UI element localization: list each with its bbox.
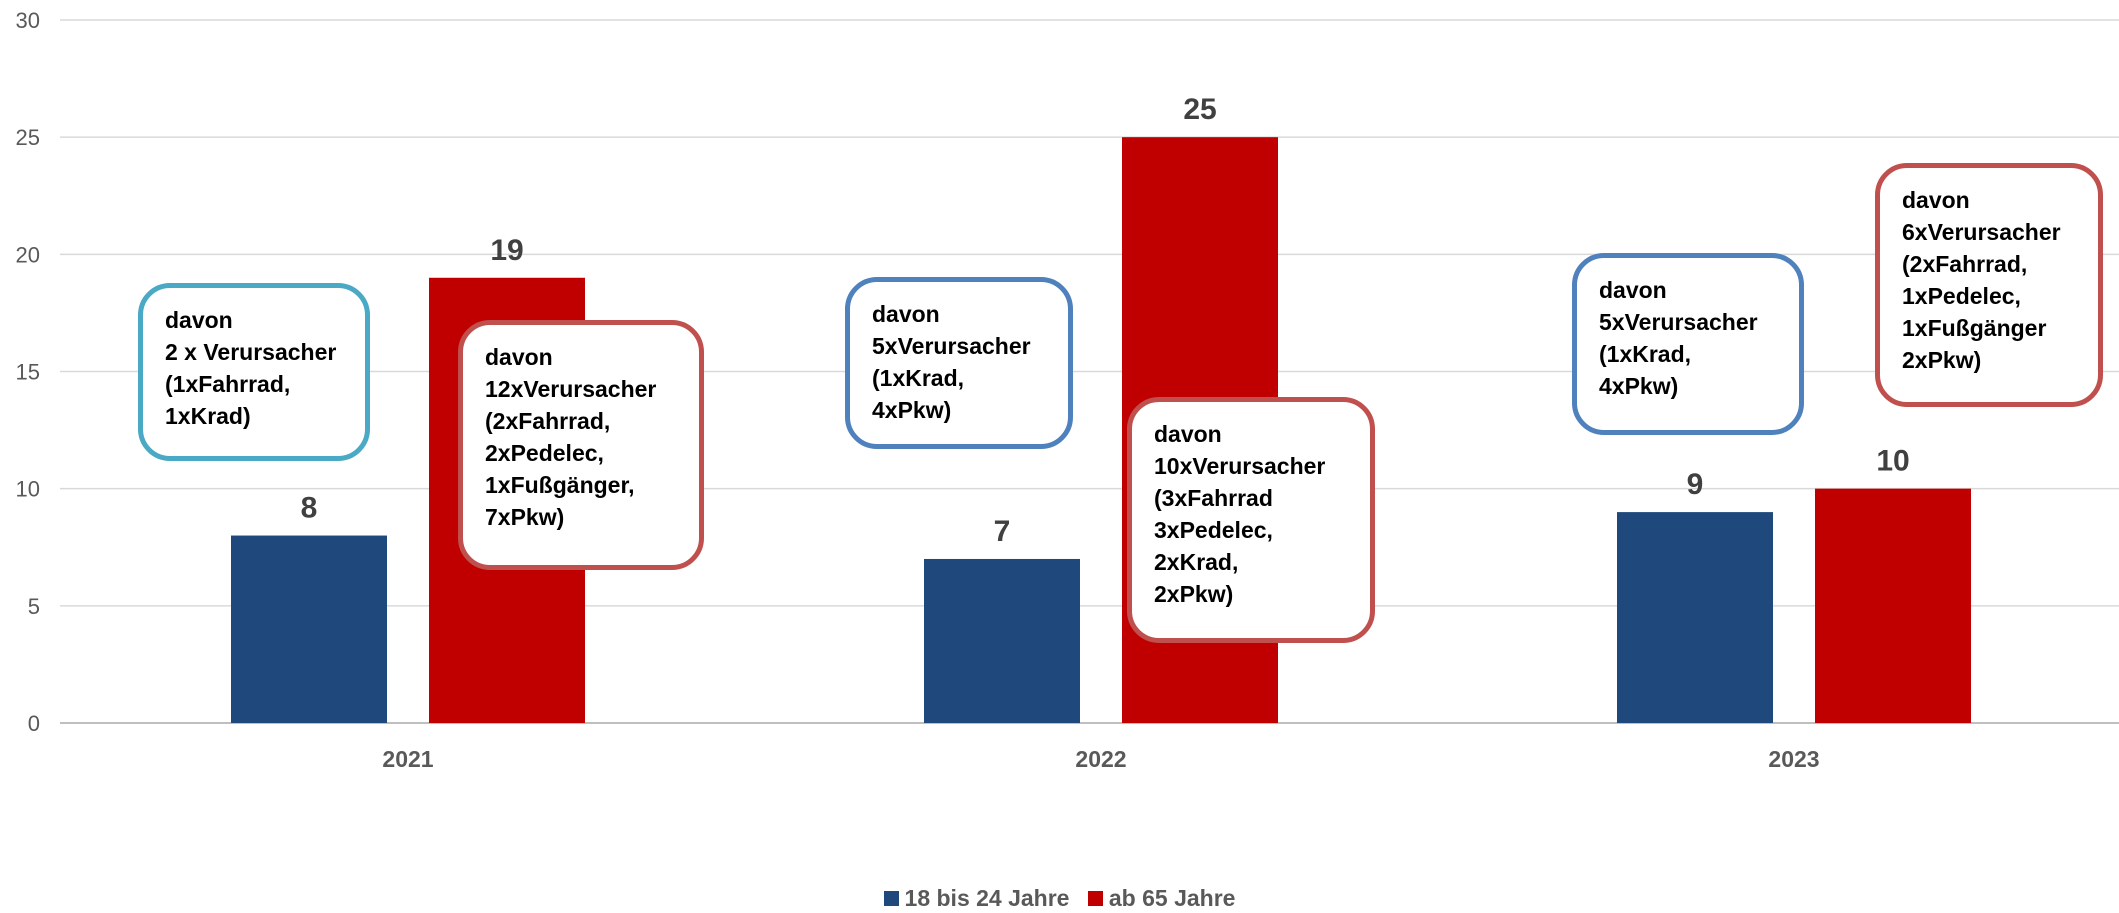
data-label-2021-series-0: 8	[301, 492, 318, 525]
bar-2022-series-0	[924, 558, 1080, 723]
annotation-line: 2xKrad,	[1154, 549, 1239, 575]
annotation-line: davon	[1154, 421, 1222, 447]
annotation-line: (1xKrad,	[1599, 341, 1692, 367]
y-tick-label: 30	[16, 8, 40, 33]
annotation-line: 7xPkw)	[485, 504, 565, 530]
annotation-line: 2 x Verursacher	[165, 339, 337, 365]
annotation-line: 1xPedelec,	[1902, 283, 2021, 309]
legend-swatch-18-24	[883, 891, 899, 906]
annotation-callout: davon 10xVerursacher (3xFahrrad 3xPedelec, 2…	[1127, 397, 1375, 643]
annotation-line: 5xVerursacher	[1599, 309, 1758, 335]
annotation-line: 6xVerursacher	[1902, 219, 2061, 245]
annotation-line: (1xFahrrad,	[165, 371, 291, 397]
annotation-line: 1xFußgänger,	[485, 472, 635, 498]
annotation-callout: davon 6xVerursacher (2xFahrrad, 1xPedelec, 1…	[1875, 163, 2103, 407]
x-tick-label-2023: 2023	[1768, 746, 1819, 772]
data-label-2023-series-0: 9	[1687, 468, 1704, 501]
annotation-line: 2xPedelec,	[485, 440, 604, 466]
x-tick-label-2021: 2021	[382, 746, 433, 772]
annotation-line: (2xFahrrad,	[485, 408, 611, 434]
bar-2023-series-1	[1815, 488, 1971, 723]
legend-item-65: ab 65 Jahre	[1087, 885, 1236, 912]
legend-swatch-65	[1087, 891, 1103, 906]
annotation-callout: davon 5xVerursacher (1xKrad, 4xPkw)	[1572, 253, 1804, 435]
annotation-line: 3xPedelec,	[1154, 517, 1273, 543]
annotation-line: 5xVerursacher	[872, 333, 1031, 359]
annotation-line: davon	[1599, 277, 1667, 303]
y-tick-label: 15	[16, 360, 40, 385]
x-axis-ticks: 2021 2022 2023	[382, 746, 1819, 772]
annotation-callout: davon 12xVerursacher (2xFahrrad, 2xPedelec,…	[458, 320, 704, 570]
annotation-line: davon	[165, 307, 233, 333]
legend-label-65: ab 65 Jahre	[1108, 885, 1236, 911]
annotation-line: davon	[1902, 187, 1970, 213]
annotation-line: davon	[872, 301, 940, 327]
legend: 18 bis 24 Jahre ab 65 Jahre	[0, 885, 2119, 912]
data-label-2022-series-0: 7	[994, 515, 1011, 548]
annotation-line: 2xPkw)	[1902, 347, 1982, 373]
y-tick-label: 10	[16, 477, 40, 502]
data-labels: 8 19 7 25 9 10	[301, 93, 1910, 548]
annotation-line: (2xFahrrad,	[1902, 251, 2028, 277]
annotation-line: 1xFußgänger	[1902, 315, 2047, 341]
annotation-line: 2xPkw)	[1154, 581, 1234, 607]
annotation-line: (1xKrad,	[872, 365, 965, 391]
y-tick-label: 20	[16, 242, 40, 267]
y-tick-label: 5	[28, 594, 40, 619]
legend-label-18-24: 18 bis 24 Jahre	[904, 885, 1070, 911]
annotation-line: 1xKrad)	[165, 403, 251, 429]
annotation-line: 4xPkw)	[1599, 373, 1679, 399]
data-label-2021-series-1: 19	[490, 234, 523, 267]
annotation-line: (3xFahrrad	[1154, 485, 1273, 511]
bar-2021-series-0	[231, 535, 387, 723]
data-label-2023-series-1: 10	[1876, 445, 1909, 478]
y-tick-label: 25	[16, 125, 40, 150]
annotation-line: davon	[485, 344, 553, 370]
annotation-line: 10xVerursacher	[1154, 453, 1326, 479]
data-label-2022-series-1: 25	[1183, 93, 1216, 126]
annotation-line: 12xVerursacher	[485, 376, 657, 402]
y-tick-label: 0	[28, 711, 40, 736]
annotation-callout: davon 5xVerursacher (1xKrad, 4xPkw)	[845, 277, 1073, 449]
x-tick-label-2022: 2022	[1075, 746, 1126, 772]
y-axis-ticks: 0 5 10 15 20 25 30	[16, 8, 40, 736]
gridlines	[60, 19, 2119, 724]
legend-item-18-24: 18 bis 24 Jahre	[883, 885, 1070, 912]
annotation-line: 4xPkw)	[872, 397, 952, 423]
bar-2023-series-0	[1617, 512, 1773, 723]
annotation-callout: davon 2 x Verursacher (1xFahrrad, 1xKrad)	[138, 283, 370, 461]
